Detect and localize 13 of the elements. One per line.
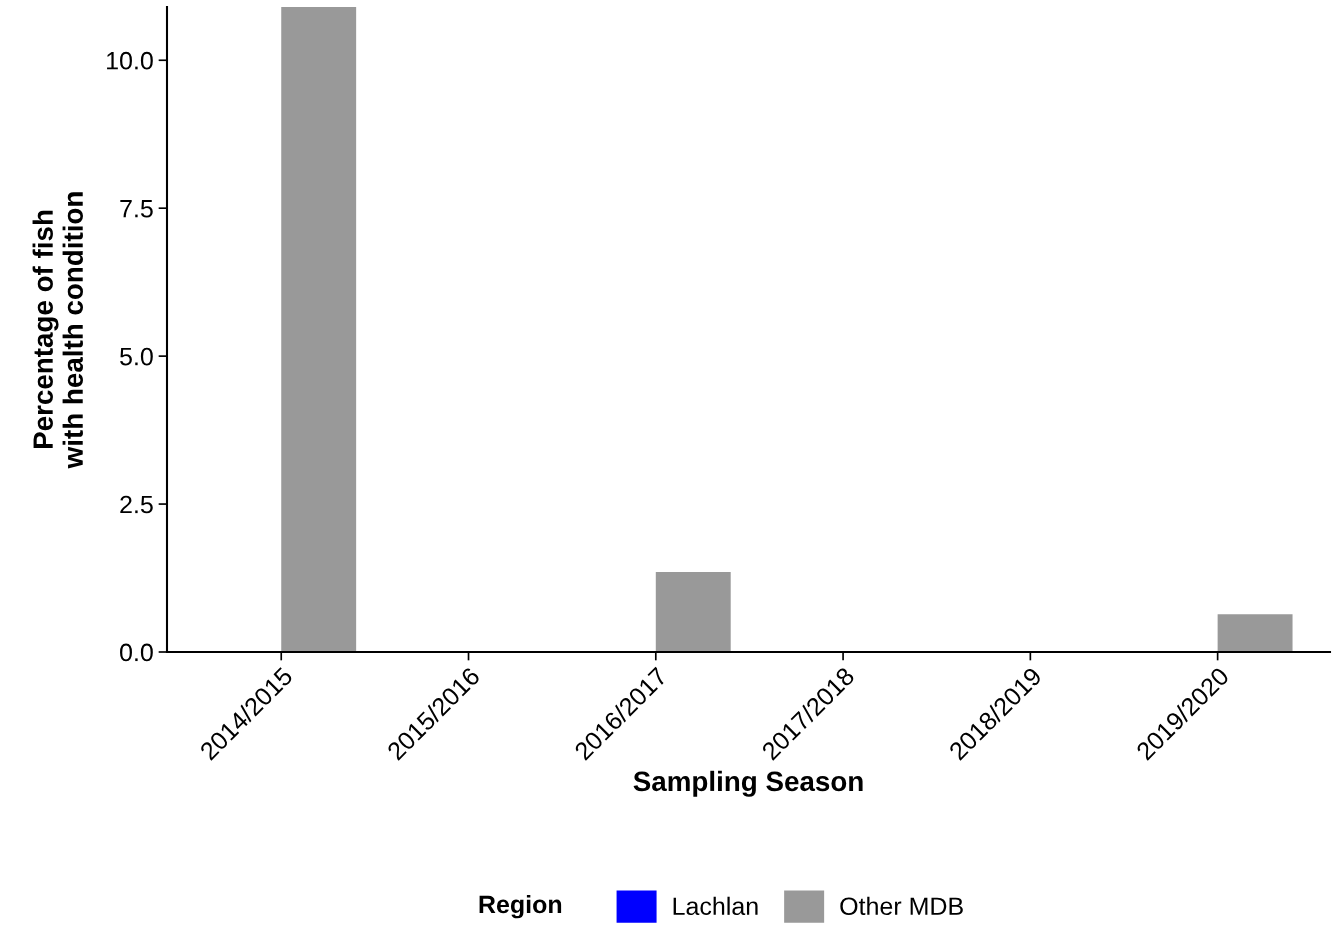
y-tick-label: 5.0 [120,347,153,366]
y-tick-label: 2.5 [120,495,153,514]
bar [281,7,357,652]
legend-label: Lachlan [673,896,758,916]
bar [1217,614,1293,652]
y-axis-title: Percentage of fish with health condition [32,192,83,469]
y-tick-label: 10.0 [107,51,153,70]
bar [655,572,731,652]
legend-title: Region [479,894,562,919]
y-tick-label: 0.0 [120,643,153,662]
y-tick-label: 7.5 [120,200,153,218]
legend-label: Other MDB [840,896,963,916]
x-axis-title: Sampling Season [633,770,863,797]
